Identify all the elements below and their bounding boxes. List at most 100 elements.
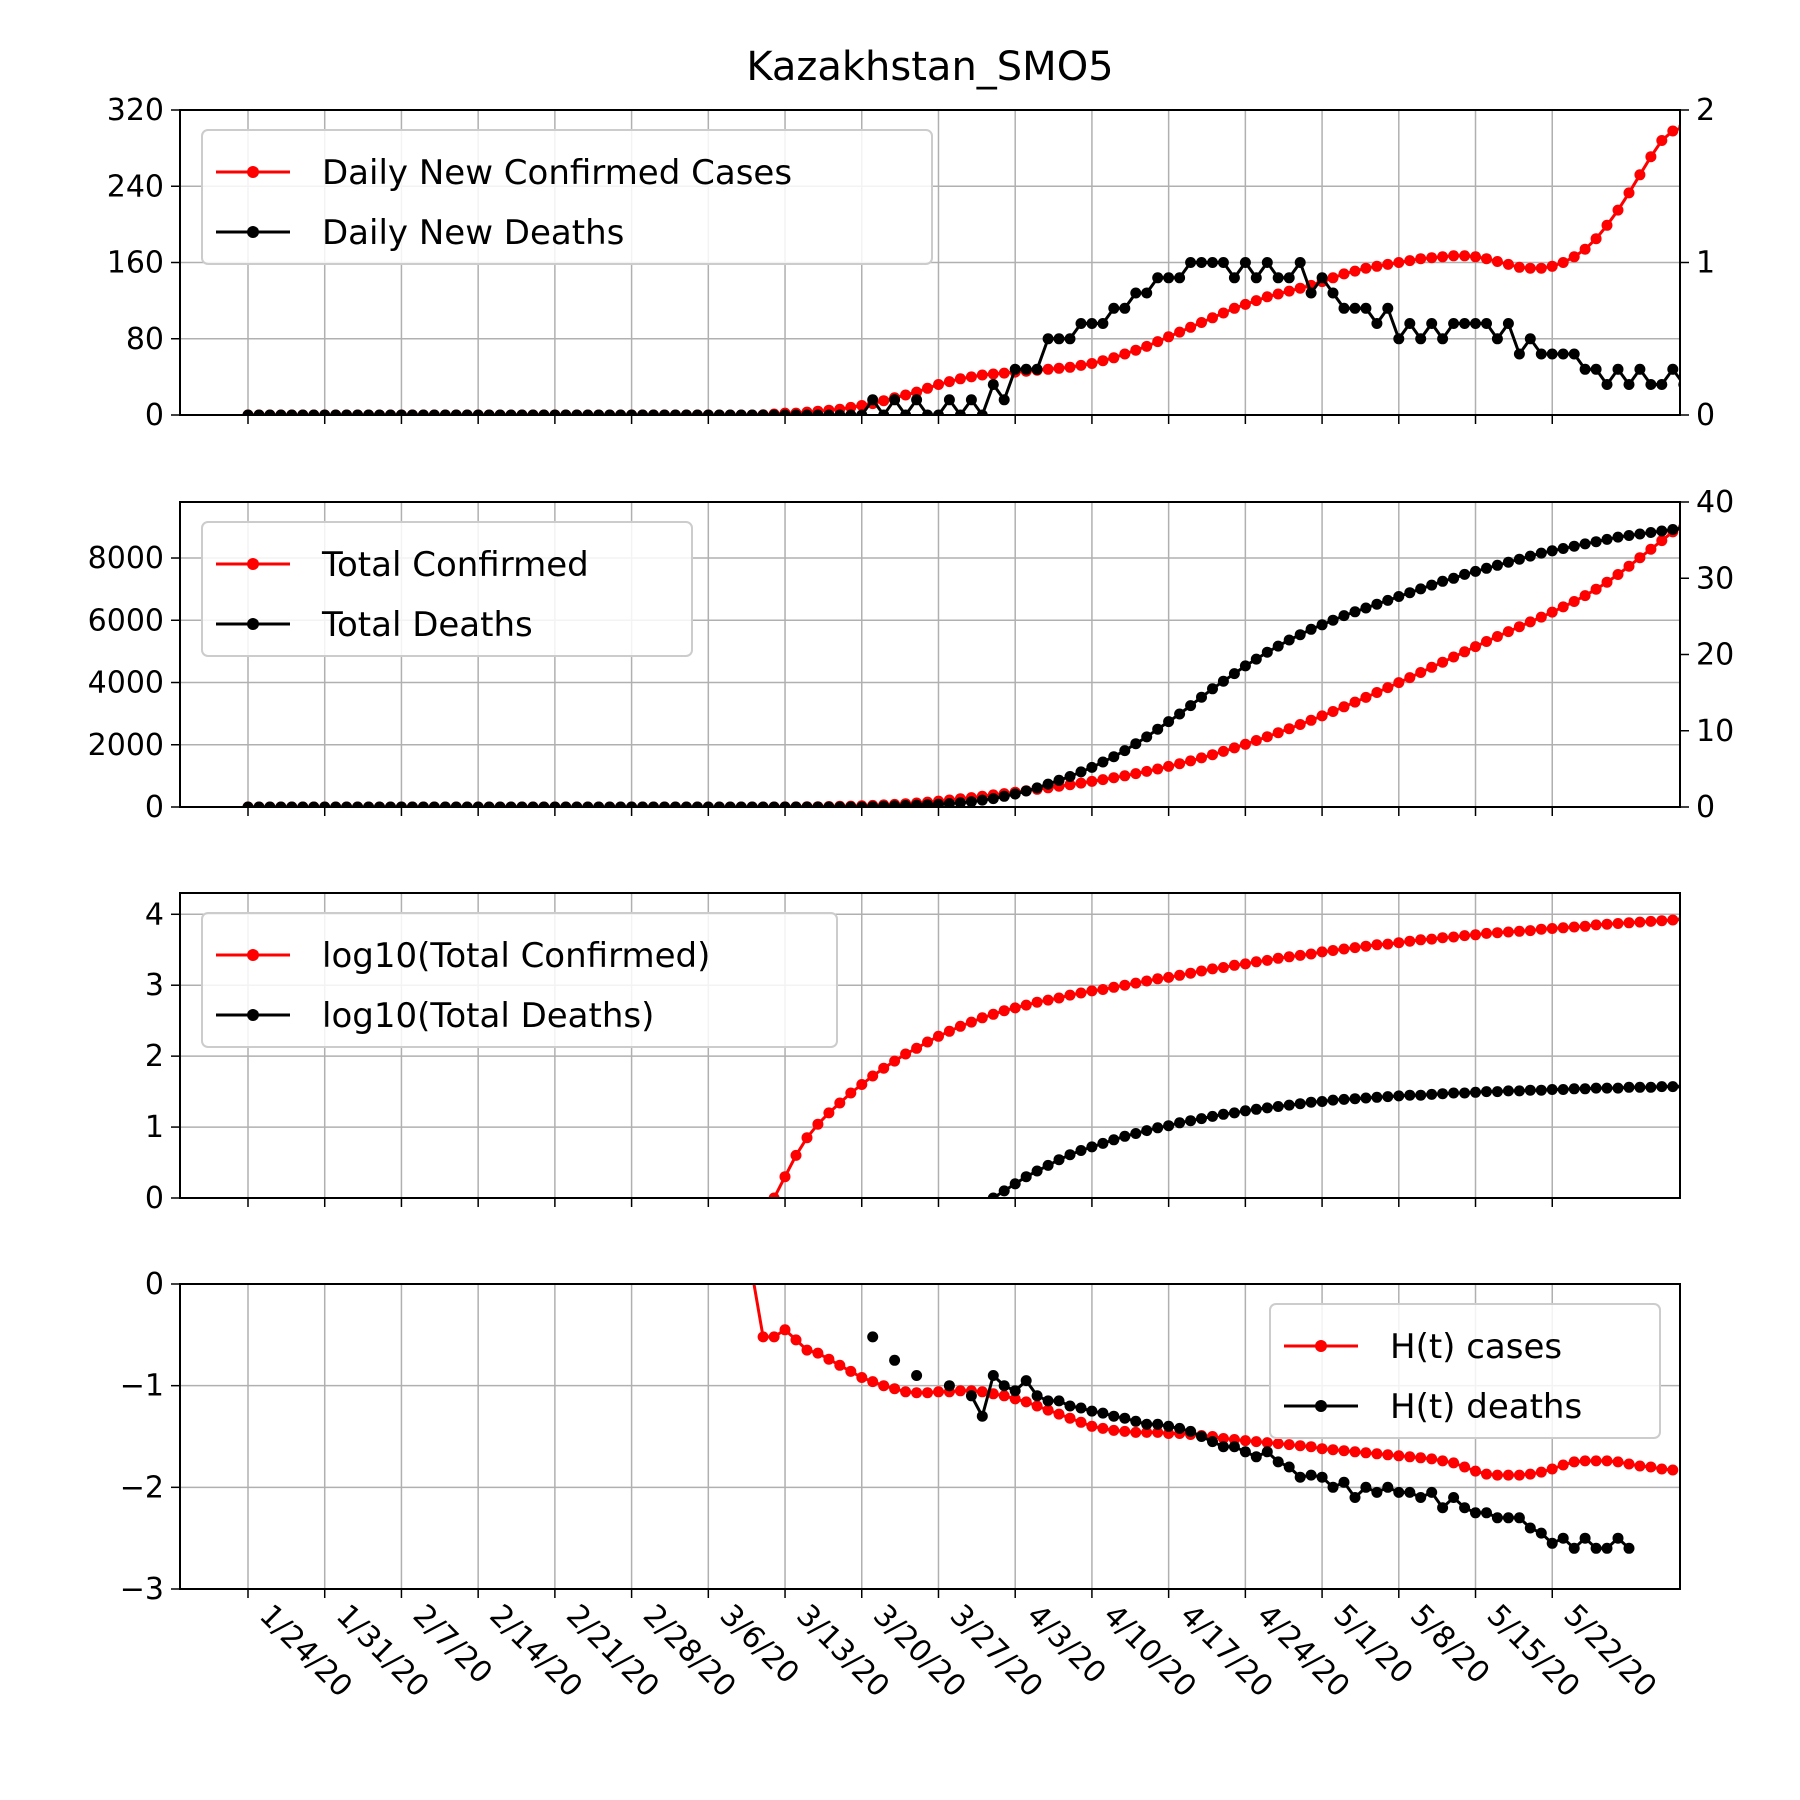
ht-ticks: −3 −2 −1 0: [120, 1267, 1553, 1607]
log-series-1-point: [1042, 1159, 1054, 1171]
daily-series-1-point: [472, 409, 484, 415]
daily-y-tick-label: 0: [145, 398, 164, 433]
cumulative-series-1-point: [1557, 543, 1569, 554]
daily-series-0-point: [1634, 169, 1646, 181]
cumulative-series-1-point: [1196, 691, 1207, 703]
daily-series-0-point: [1579, 243, 1591, 255]
cumulative-series-1-point: [1316, 619, 1328, 631]
daily-series-1-point: [1283, 272, 1295, 284]
log-series-1-point: [1415, 1089, 1427, 1101]
ht-series-1-point: [1448, 1492, 1460, 1503]
cumulative-series-0-point: [1097, 774, 1109, 786]
log-series-0-point: [1612, 918, 1624, 929]
cumulative-series-1-point: [834, 801, 846, 807]
daily-series-1-point: [1031, 363, 1043, 375]
daily-series-0-point: [998, 367, 1010, 379]
log-series-1-point: [1634, 1081, 1646, 1093]
cumulative-series-1-point: [560, 801, 572, 807]
log-series-0-point: [1426, 933, 1438, 945]
cumulative-series-0-point: [1108, 772, 1120, 784]
ht-series-0-point: [1152, 1426, 1164, 1438]
cumulative-series-1-point: [933, 798, 944, 807]
log-series-0-point: [1459, 930, 1471, 942]
daily-series-1-point: [1645, 379, 1657, 390]
log-series-0-point: [1557, 922, 1569, 934]
cumulative-series-1-point: [505, 801, 517, 807]
panel-daily: 0 80 160 240 320 0 1 2 Daily New Confirmed Case…: [107, 93, 1715, 433]
ht-series-0-point: [998, 1390, 1010, 1402]
log-series-clip: [768, 914, 1680, 1198]
daily-series-1-point: [297, 409, 309, 415]
cumulative-series-1-point: [1228, 668, 1240, 680]
ht-series-0-point: [1393, 1450, 1405, 1462]
cumulative-series-1-point: [439, 801, 451, 807]
ht-series-1-point: [1524, 1522, 1536, 1534]
daily-series-1-point: [582, 409, 594, 415]
log-series-1-point: [1448, 1087, 1460, 1099]
daily-series-group: [242, 123, 1680, 415]
daily-series-0-point: [1513, 261, 1525, 273]
daily-series-0-point: [1502, 258, 1514, 270]
ht-series-0-point: [757, 1331, 769, 1343]
ht-series-1-point: [1371, 1486, 1383, 1498]
daily-series-1-point: [604, 409, 616, 415]
daily-series-1-point: [1404, 318, 1416, 329]
daily-series-1-point: [385, 409, 396, 415]
daily-legend-swatch-marker: [247, 226, 259, 238]
daily-series-0-point: [878, 395, 890, 407]
ht-series-1-point: [911, 1370, 923, 1381]
ht-series-0-point: [856, 1372, 868, 1383]
ht-series-1-point: [998, 1380, 1010, 1392]
log-series-1-point: [1294, 1098, 1306, 1110]
daily-series-0-point: [1459, 250, 1471, 262]
daily-series-1-point: [1261, 257, 1273, 268]
log-series-0-point: [1009, 1002, 1021, 1014]
log-y-tick-label: 3: [145, 968, 164, 1003]
cumulative-series-1-point: [1075, 766, 1087, 778]
cumulative-series-1-point: [746, 801, 758, 807]
cumulative-series-1-point: [1645, 527, 1657, 538]
daily-series-1-point: [253, 409, 265, 415]
cumulative-series-1-point: [483, 801, 495, 807]
ht-series-1-point: [1327, 1481, 1339, 1493]
log-series-0-point: [1086, 985, 1098, 997]
daily-series-1-point: [911, 394, 923, 406]
daily-series-0-point: [1086, 358, 1098, 369]
daily-series-1-point: [1448, 318, 1460, 329]
cumulative-series-1-point: [1338, 610, 1350, 622]
cumulative-series-1-point: [308, 801, 320, 807]
daily-series-0-point: [1470, 251, 1481, 263]
cumulative-series-1-point: [516, 801, 528, 807]
daily-series-0-point: [1481, 253, 1492, 265]
ht-series-0-point: [1557, 1459, 1569, 1471]
cumulative-series-1-point: [1185, 700, 1197, 712]
cumulative-series-1-point: [1470, 565, 1481, 577]
ht-series-0-point: [1108, 1424, 1120, 1436]
ht-series-1-point: [1207, 1436, 1218, 1448]
cumulative-series-1-point: [1667, 524, 1679, 535]
log-series-1-point: [1393, 1090, 1405, 1102]
daily-series-1-point: [713, 409, 725, 415]
cumulative-series-1-point: [779, 801, 791, 807]
daily-series-1-point: [954, 409, 966, 415]
cumulative-series-1-point: [691, 801, 703, 807]
cumulative-series-1-point: [1524, 550, 1536, 562]
log-legend-label: log10(Total Deaths): [322, 996, 654, 1036]
log-series-0-point: [911, 1042, 923, 1054]
log-series-1-point: [1645, 1081, 1657, 1093]
cumulative-series-0-point: [1360, 691, 1372, 703]
cumulative-series-1-point: [702, 801, 714, 807]
daily-series-1-point: [505, 409, 517, 415]
log-series-0-point: [987, 1008, 999, 1020]
daily-series-0-point: [922, 382, 933, 394]
log-series-0-point: [834, 1097, 846, 1109]
ht-series-0-point: [1316, 1443, 1328, 1455]
daily-series-1-point: [878, 409, 890, 415]
daily-series-1-point: [1174, 272, 1186, 284]
daily-series-1-point: [593, 409, 605, 415]
daily-series-0-point: [1130, 344, 1142, 356]
cumulative-series-1-point: [680, 801, 692, 807]
ht-series-0-point: [790, 1334, 802, 1346]
daily-series-0-point: [1283, 285, 1295, 297]
log-series-0-point: [1272, 952, 1284, 964]
